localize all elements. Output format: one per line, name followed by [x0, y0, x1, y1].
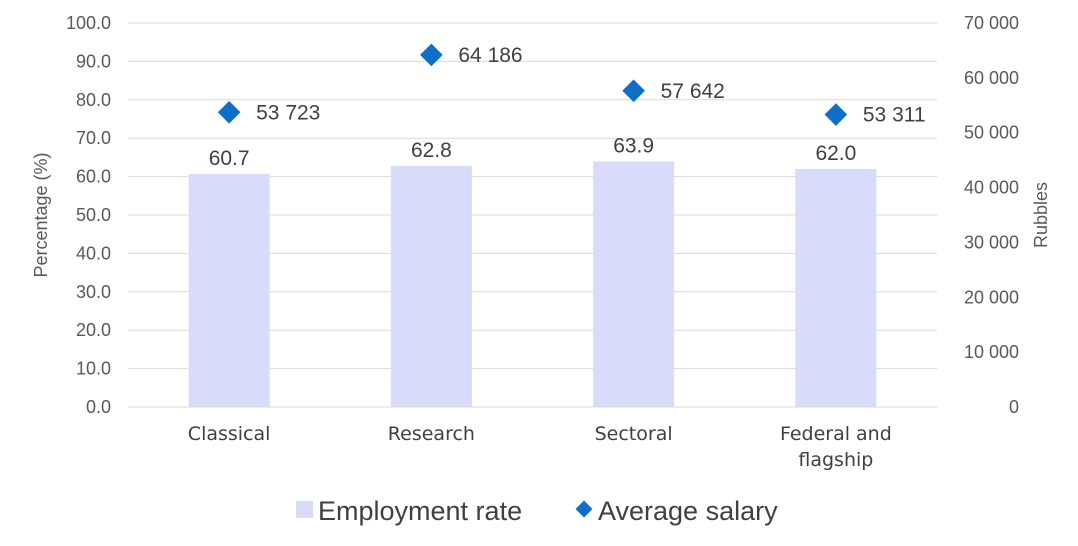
bar [593, 161, 675, 407]
y-left-tick-label: 50.0 [76, 205, 111, 225]
legend-swatch-employment-rate [296, 501, 313, 518]
y-right-tick-label: 10 000 [964, 342, 1019, 362]
y-left-tick-label: 80.0 [76, 90, 111, 110]
bar [188, 173, 270, 407]
y-axis-left-title: Percentage (%) [31, 152, 51, 277]
y-left-tick-label: 60.0 [76, 167, 111, 187]
category-label: Federal and flagship [780, 423, 892, 471]
y-left-tick-label: 0.0 [86, 397, 111, 417]
bar-value-label: 60.7 [209, 147, 250, 170]
y-right-tick-label: 30 000 [964, 232, 1019, 252]
y-right-tick-label: 0 [1009, 397, 1019, 417]
legend: Employment rate Average salary [296, 496, 778, 526]
bar-value-label: 63.9 [613, 135, 654, 158]
category-label: Research [388, 423, 475, 445]
legend-label-employment-rate: Employment rate [318, 496, 522, 526]
salary-point [622, 79, 645, 103]
salary-value-label: 57 642 [661, 80, 725, 103]
y-left-tick-label: 100.0 [66, 13, 111, 33]
x-axis: Classical Research Sectoral Federal and flag… [128, 406, 937, 471]
y-right-tick-label: 40 000 [964, 178, 1019, 198]
salary-value-label: 53 723 [256, 101, 320, 124]
y-left-tick-label: 40.0 [76, 243, 111, 263]
legend-marker-average-salary [575, 500, 593, 518]
y-right-tick-label: 60 000 [964, 68, 1019, 88]
y-left-tick-label: 70.0 [76, 128, 111, 148]
salary-point [420, 43, 443, 67]
y-left-tick-label: 90.0 [76, 51, 111, 71]
y-axis-right: 0 10 000 20 000 30 000 40 000 50 000 60 000 70 … [964, 13, 1019, 417]
legend-label-average-salary: Average salary [598, 496, 778, 526]
category-label: Classical [188, 423, 271, 445]
bar [795, 168, 877, 407]
salary-point [217, 100, 241, 124]
salary-point [824, 103, 848, 126]
scatter-series: 53 723 64 186 57 642 53 311 [217, 43, 926, 127]
y-left-tick-label: 30.0 [76, 282, 111, 302]
salary-value-label: 53 311 [863, 104, 926, 127]
bar-value-label: 62.8 [411, 139, 452, 162]
y-axis-left: 0.0 10.0 20.0 30.0 40.0 50.0 60.0 70.0 80.0 90.0 1… [66, 13, 111, 417]
salary-value-label: 64 186 [458, 44, 522, 67]
y-axis-right-title: Rubbles [1031, 182, 1051, 248]
y-right-tick-label: 70 000 [964, 13, 1019, 33]
y-right-tick-label: 50 000 [964, 123, 1019, 143]
y-left-tick-label: 20.0 [76, 320, 111, 340]
bar [390, 165, 472, 407]
bar-series: 60.7 62.8 63.9 62.0 [188, 135, 877, 407]
y-left-tick-label: 10.0 [76, 359, 111, 379]
y-right-tick-label: 20 000 [964, 287, 1019, 307]
bar-value-label: 62.0 [815, 142, 856, 165]
category-label: Sectoral [595, 423, 673, 445]
